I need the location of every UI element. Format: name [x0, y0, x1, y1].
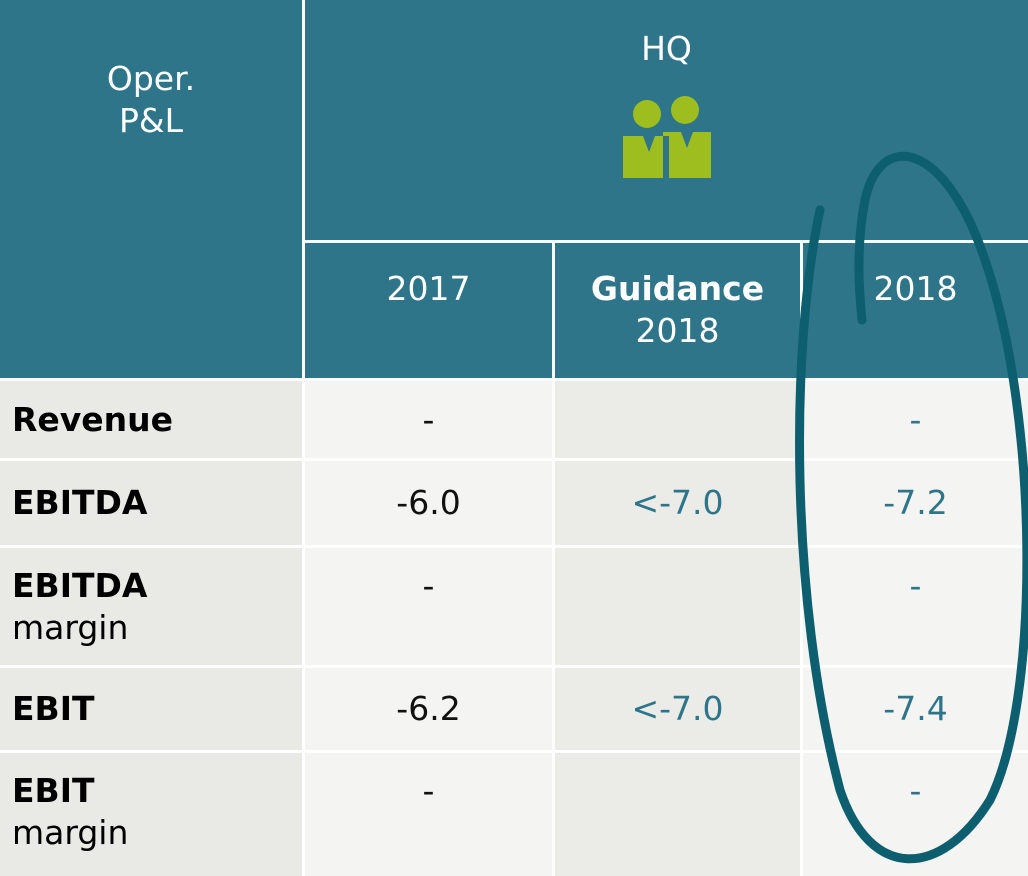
column-header-line: 2018 [635, 311, 720, 350]
corner-line: P&L [118, 101, 184, 140]
cell: -6.2 [305, 668, 552, 750]
row-label: EBITDA margin [0, 548, 302, 665]
cell: -6.0 [305, 461, 552, 545]
row-label-line: EBITDA [12, 566, 148, 605]
row-label-line: Revenue [12, 399, 174, 439]
row-label: EBITDA [0, 461, 302, 545]
row-label: EBIT margin [0, 753, 302, 876]
column-header: 2017 [305, 243, 552, 378]
row-label: Revenue [0, 381, 302, 458]
row-label: EBIT [0, 668, 302, 750]
row-label-line: margin [12, 608, 129, 647]
corner-line: Oper. [106, 59, 196, 98]
column-header-line: Guidance [590, 269, 765, 308]
cell: -7.2 [803, 461, 1028, 545]
row-label-line: margin [12, 813, 129, 852]
corner-cell: Oper. P&L [0, 0, 302, 378]
group-title: HQ [641, 29, 692, 68]
cell [555, 381, 800, 458]
group-cell: HQ [305, 0, 1028, 240]
column-header-line: 2017 [386, 269, 471, 308]
cell: -7.4 [803, 668, 1028, 750]
row-label-line: EBITDA [12, 483, 148, 522]
cell: - [803, 753, 1028, 876]
cell: - [803, 381, 1028, 458]
column-header-line: 2018 [873, 269, 958, 308]
row-label-line: EBIT [12, 689, 95, 728]
row-label-line: EBIT [12, 771, 95, 810]
cell: <-7.0 [555, 668, 800, 750]
cell: <-7.0 [555, 461, 800, 545]
cell: - [803, 548, 1028, 665]
cell [555, 548, 800, 665]
column-header: 2018 [803, 243, 1028, 378]
cell: - [305, 381, 552, 458]
people-icon [622, 96, 711, 178]
cell: - [305, 548, 552, 665]
column-header: Guidance 2018 [555, 243, 800, 378]
cell [555, 753, 800, 876]
cell: - [305, 753, 552, 876]
